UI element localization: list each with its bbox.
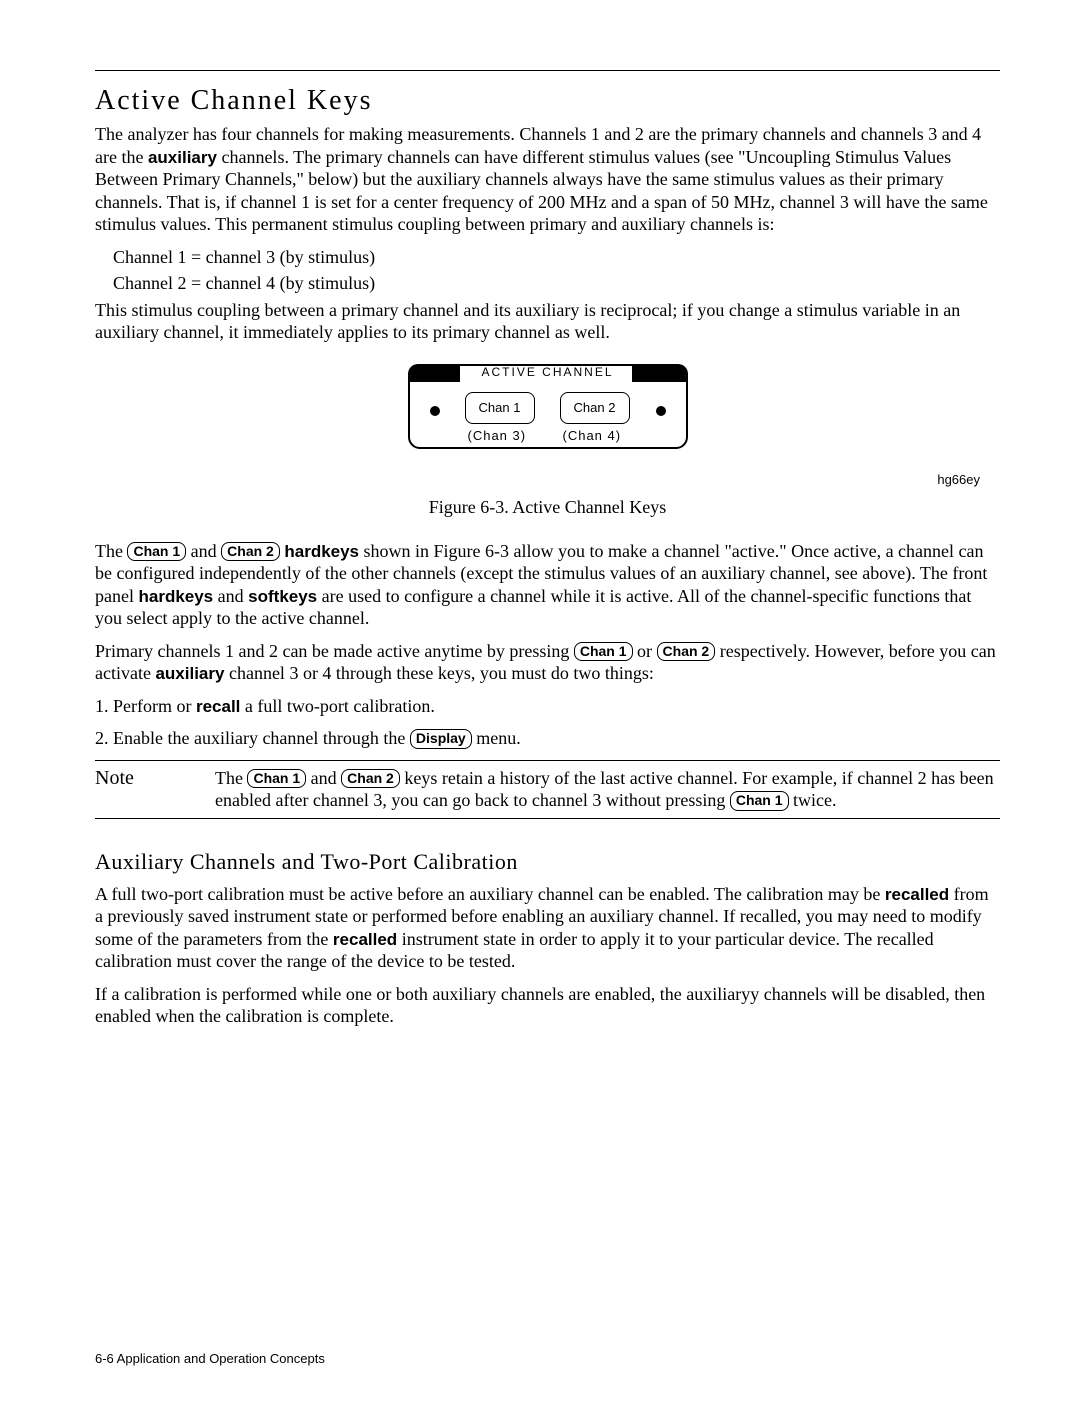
- note-label: Note: [95, 767, 215, 812]
- figure-code: hg66ey: [95, 472, 1000, 487]
- keycap-chan1: Chan 1: [127, 542, 186, 562]
- list1-b: a full two-port calibration.: [240, 696, 434, 716]
- para3-b: and: [186, 541, 221, 561]
- dot-left: [430, 406, 440, 416]
- top-rule: [95, 70, 1000, 71]
- list1-a: 1. Perform or: [95, 696, 196, 716]
- list2-b: menu.: [472, 728, 521, 748]
- paragraph-5: A full two-port calibration must be acti…: [95, 883, 1000, 973]
- para1-bold-auxiliary: auxiliary: [148, 148, 217, 167]
- paragraph-6: If a calibration is performed while one …: [95, 983, 1000, 1028]
- keycap-chan1-4: Chan 1: [730, 791, 789, 811]
- para5-bold-recalled-2: recalled: [333, 930, 397, 949]
- figure-6-3: ACTIVE CHANNEL Chan 1 Chan 2 (Chan 3) (C…: [95, 364, 1000, 518]
- para4-a: Primary channels 1 and 2 can be made act…: [95, 641, 574, 661]
- fig-key-chan2: Chan 2: [560, 392, 630, 424]
- para1-text-b: channels. The primary channels can have …: [95, 147, 988, 235]
- para4-b: or: [633, 641, 657, 661]
- note-body: The Chan 1 and Chan 2 keys retain a hist…: [215, 767, 1000, 812]
- list-item-1: 1. Perform or recall a full two-port cal…: [95, 695, 1000, 718]
- channel-equation-1: Channel 1 = channel 3 (by stimulus): [113, 246, 1000, 269]
- fig-sublabel-chan3: (Chan 3): [468, 428, 527, 443]
- dot-right: [656, 406, 666, 416]
- paragraph-2: This stimulus coupling between a primary…: [95, 299, 1000, 344]
- figure-caption: Figure 6-3. Active Channel Keys: [95, 497, 1000, 518]
- keycap-chan2-2: Chan 2: [657, 642, 716, 662]
- note-d: twice.: [789, 790, 837, 810]
- list-item-2: 2. Enable the auxiliary channel through …: [95, 727, 1000, 750]
- keycap-chan2-3: Chan 2: [341, 769, 400, 789]
- figure-box: ACTIVE CHANNEL Chan 1 Chan 2 (Chan 3) (C…: [408, 364, 688, 449]
- figure-title: ACTIVE CHANNEL: [410, 365, 686, 379]
- keycap-chan1-3: Chan 1: [247, 769, 306, 789]
- fig-sublabel-chan4: (Chan 4): [563, 428, 622, 443]
- para3-bold-hardkeys: hardkeys: [284, 542, 359, 561]
- para3-e: and: [213, 586, 248, 606]
- keycap-chan2: Chan 2: [221, 542, 280, 562]
- para5-bold-recalled-1: recalled: [885, 885, 949, 904]
- para3-bold-softkeys: softkeys: [248, 587, 317, 606]
- paragraph-4: Primary channels 1 and 2 can be made act…: [95, 640, 1000, 685]
- list2-a: 2. Enable the auxiliary channel through …: [95, 728, 410, 748]
- para3-a: The: [95, 541, 127, 561]
- keycap-chan1-2: Chan 1: [574, 642, 633, 662]
- heading-active-channel-keys: Active Channel Keys: [95, 85, 1000, 117]
- para4-d: channel 3 or 4 through these keys, you m…: [224, 663, 653, 683]
- note-block: Note The Chan 1 and Chan 2 keys retain a…: [95, 760, 1000, 819]
- fig-key-chan1: Chan 1: [465, 392, 535, 424]
- note-b: and: [306, 768, 341, 788]
- para4-bold-auxiliary: auxiliary: [155, 664, 224, 683]
- page-footer: 6-6 Application and Operation Concepts: [95, 1351, 325, 1366]
- paragraph-1: The analyzer has four channels for makin…: [95, 123, 1000, 236]
- channel-equation-2: Channel 2 = channel 4 (by stimulus): [113, 272, 1000, 295]
- note-a: The: [215, 768, 247, 788]
- paragraph-3: The Chan 1 and Chan 2 hardkeys shown in …: [95, 540, 1000, 630]
- list1-bold-recall: recall: [196, 697, 240, 716]
- keycap-display: Display: [410, 729, 472, 749]
- para3-bold-hardkeys-2: hardkeys: [138, 587, 213, 606]
- para5-a: A full two-port calibration must be acti…: [95, 884, 885, 904]
- heading-auxiliary-channels: Auxiliary Channels and Two-Port Calibrat…: [95, 849, 1000, 875]
